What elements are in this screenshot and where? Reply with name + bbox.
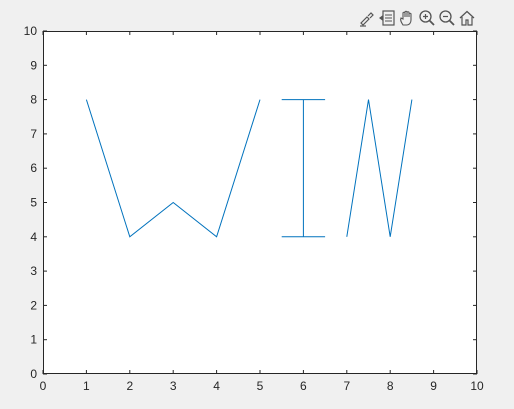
y-tick-label: 9: [30, 58, 37, 72]
zoom-out-icon[interactable]: [437, 8, 457, 28]
y-tick-label: 5: [30, 196, 37, 210]
axes-background: [43, 31, 477, 374]
y-tick-label: 6: [30, 161, 37, 175]
x-tick-label: 8: [387, 379, 394, 393]
y-tick-label: 0: [30, 367, 37, 381]
home-icon[interactable]: [457, 8, 477, 28]
plot-lines: [85, 99, 413, 238]
y-tick-label: 4: [30, 230, 37, 244]
axes: [42, 30, 478, 375]
x-tick-label: 0: [40, 379, 47, 393]
x-tick-label: 4: [213, 379, 220, 393]
y-tick-label: 7: [30, 127, 37, 141]
x-tick-label: 10: [470, 379, 484, 393]
zoom-in-icon[interactable]: [417, 8, 437, 28]
pan-hand-icon[interactable]: [397, 8, 417, 28]
x-tick-label: 9: [430, 379, 437, 393]
y-tick-label: 3: [30, 264, 37, 278]
y-tick-label: 2: [30, 298, 37, 312]
x-tick-label: 3: [170, 379, 177, 393]
series-line-1: [85, 99, 261, 238]
series-line-5: [346, 99, 413, 237]
y-tick-label: 10: [24, 24, 38, 38]
x-tick-label: 6: [300, 379, 307, 393]
figure-toolbar: [357, 8, 477, 28]
y-tick-label: 1: [30, 333, 37, 347]
tick-labels: 0 1 2 3 4 5 6 7 8 9 10 0 1 2 3 4 5 6 7 8 9 10: [24, 24, 484, 393]
brush-icon[interactable]: [357, 8, 377, 28]
datatip-icon[interactable]: [377, 8, 397, 28]
x-tick-label: 7: [343, 379, 350, 393]
x-tick-label: 2: [126, 379, 133, 393]
x-tick-label: 5: [257, 379, 264, 393]
y-tick-label: 8: [30, 93, 37, 107]
x-tick-label: 1: [83, 379, 90, 393]
